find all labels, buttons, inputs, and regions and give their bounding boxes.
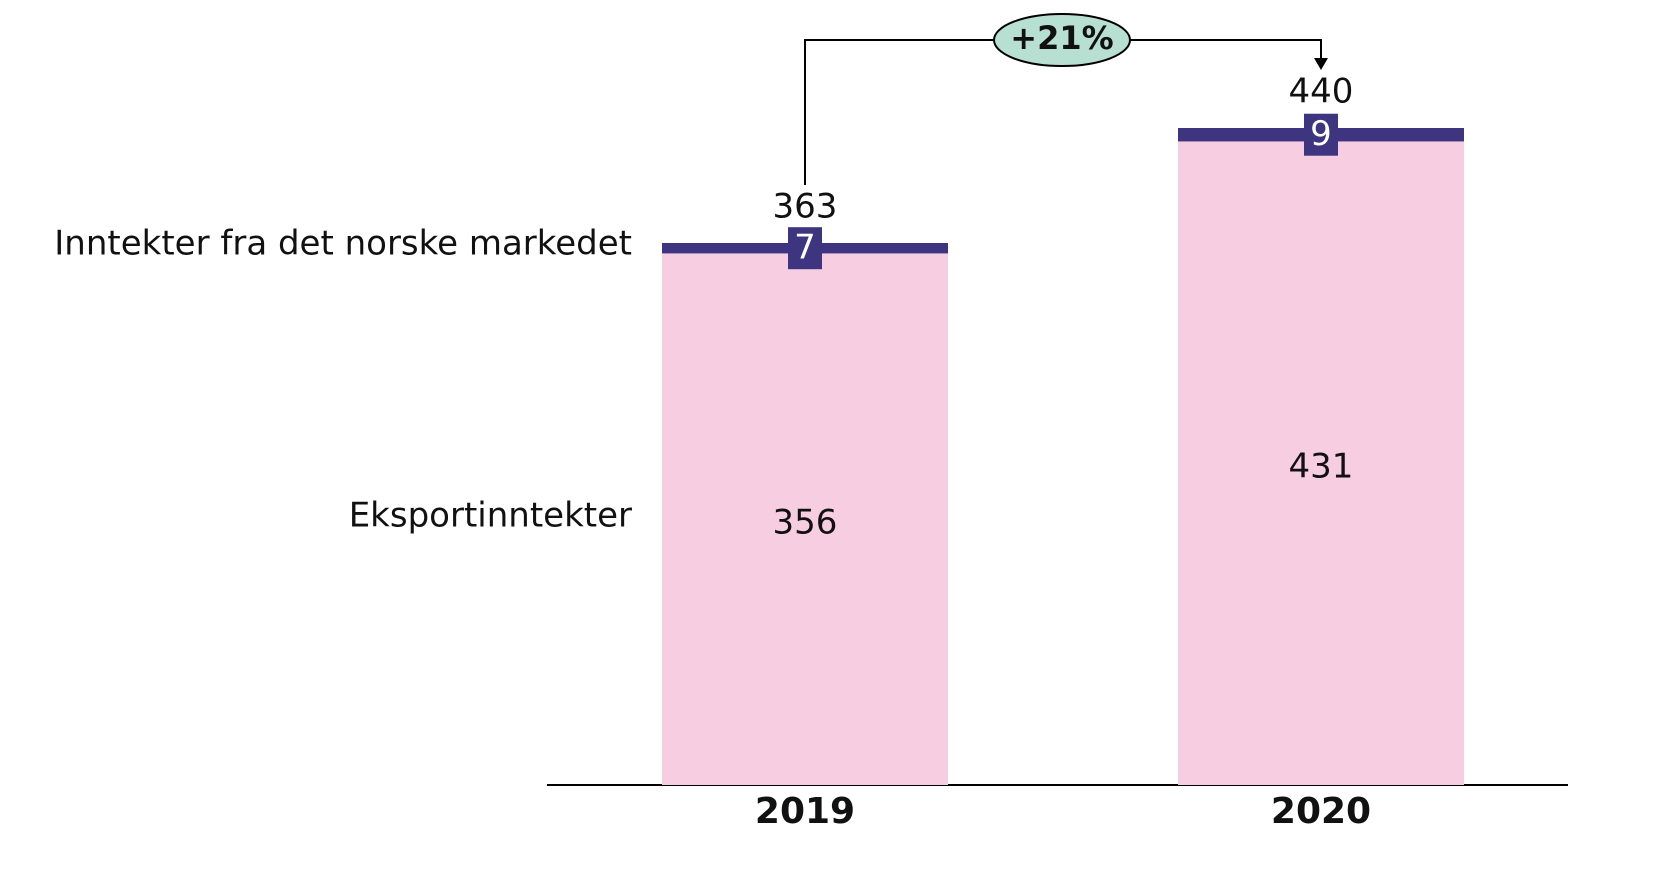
value-label: 356	[773, 503, 838, 543]
series-label: Eksportinntekter	[349, 496, 632, 536]
value-label: 7	[794, 228, 816, 268]
x-tick-label: 2020	[1271, 791, 1371, 832]
arrow-head	[1314, 58, 1328, 70]
bar-segment	[1178, 141, 1464, 786]
value-label: 431	[1289, 447, 1354, 487]
value-label-box	[788, 227, 822, 270]
bar-segment	[662, 253, 948, 786]
series-label: Inntekter fra det norske markedet	[54, 224, 632, 264]
total-label: 440	[1289, 72, 1354, 112]
x-tick-label: 2019	[755, 791, 855, 832]
value-label: 9	[1310, 114, 1332, 154]
annotation: +21%	[1010, 19, 1113, 57]
total-label: 363	[773, 186, 838, 226]
value-label-box	[1304, 113, 1338, 156]
annotation-bubble	[993, 13, 1131, 67]
